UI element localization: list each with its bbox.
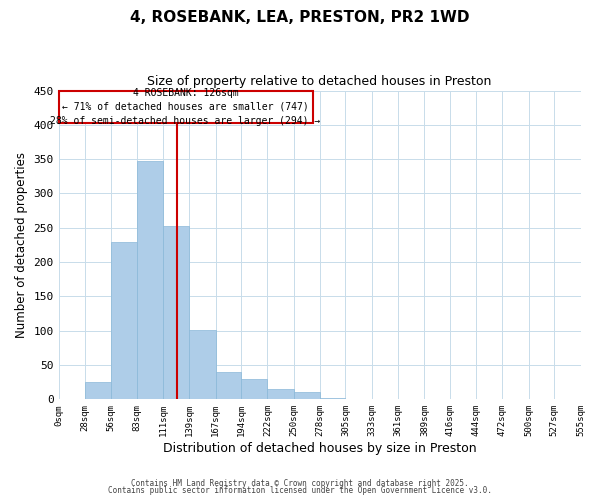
Text: Contains public sector information licensed under the Open Government Licence v3: Contains public sector information licen…: [108, 486, 492, 495]
Title: Size of property relative to detached houses in Preston: Size of property relative to detached ho…: [148, 75, 492, 88]
Bar: [85, 382, 112, 400]
Bar: [320, 398, 346, 400]
Bar: [163, 226, 190, 400]
Bar: [215, 372, 241, 400]
Bar: [241, 378, 268, 400]
Bar: [59, 90, 313, 123]
Text: 4 ROSEBANK: 126sqm
← 71% of detached houses are smaller (747)
28% of semi-detach: 4 ROSEBANK: 126sqm ← 71% of detached hou…: [50, 88, 321, 126]
Bar: [268, 389, 294, 400]
Bar: [294, 392, 320, 400]
Text: Contains HM Land Registry data © Crown copyright and database right 2025.: Contains HM Land Registry data © Crown c…: [131, 478, 469, 488]
X-axis label: Distribution of detached houses by size in Preston: Distribution of detached houses by size …: [163, 442, 476, 455]
Bar: [137, 160, 163, 400]
Y-axis label: Number of detached properties: Number of detached properties: [15, 152, 28, 338]
Bar: [190, 330, 215, 400]
Text: 4, ROSEBANK, LEA, PRESTON, PR2 1WD: 4, ROSEBANK, LEA, PRESTON, PR2 1WD: [130, 10, 470, 25]
Bar: [112, 242, 137, 400]
